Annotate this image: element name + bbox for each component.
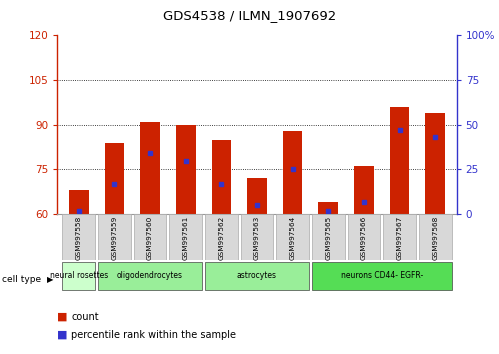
Bar	[425, 113, 445, 214]
Text: cell type: cell type	[2, 275, 41, 284]
Text: GSM997558: GSM997558	[76, 216, 82, 260]
FancyBboxPatch shape	[62, 214, 95, 260]
Bar	[140, 122, 160, 214]
Text: GSM997564: GSM997564	[289, 216, 295, 260]
FancyBboxPatch shape	[276, 214, 309, 260]
Text: ■: ■	[57, 330, 68, 339]
Bar	[390, 107, 409, 214]
FancyBboxPatch shape	[419, 214, 452, 260]
Bar	[69, 190, 89, 214]
Text: GSM997560: GSM997560	[147, 216, 153, 260]
Bar	[212, 140, 231, 214]
Bar	[283, 131, 302, 214]
FancyBboxPatch shape	[98, 262, 202, 290]
Text: GSM997567: GSM997567	[397, 216, 403, 260]
Text: neural rosettes: neural rosettes	[49, 271, 108, 280]
Text: GSM997565: GSM997565	[325, 216, 331, 260]
Text: astrocytes: astrocytes	[237, 271, 277, 280]
Bar	[354, 166, 374, 214]
Text: neurons CD44- EGFR-: neurons CD44- EGFR-	[341, 271, 423, 280]
Text: GSM997566: GSM997566	[361, 216, 367, 260]
FancyBboxPatch shape	[312, 214, 345, 260]
FancyBboxPatch shape	[62, 262, 95, 290]
Bar	[318, 202, 338, 214]
Text: percentile rank within the sample: percentile rank within the sample	[71, 330, 237, 339]
FancyBboxPatch shape	[98, 214, 131, 260]
FancyBboxPatch shape	[205, 214, 238, 260]
Text: GSM997559: GSM997559	[111, 216, 117, 260]
Text: GSM997563: GSM997563	[254, 216, 260, 260]
Text: GSM997568: GSM997568	[432, 216, 438, 260]
Text: count: count	[71, 312, 99, 322]
Text: GSM997562: GSM997562	[219, 216, 225, 260]
Text: GSM997561: GSM997561	[183, 216, 189, 260]
FancyBboxPatch shape	[383, 214, 416, 260]
Text: oligodendrocytes: oligodendrocytes	[117, 271, 183, 280]
Text: ▶: ▶	[47, 275, 54, 284]
FancyBboxPatch shape	[134, 214, 167, 260]
Text: ■: ■	[57, 312, 68, 322]
FancyBboxPatch shape	[205, 262, 309, 290]
FancyBboxPatch shape	[241, 214, 273, 260]
Bar	[176, 125, 196, 214]
FancyBboxPatch shape	[169, 214, 202, 260]
FancyBboxPatch shape	[347, 214, 380, 260]
Bar	[105, 143, 124, 214]
Bar	[247, 178, 267, 214]
FancyBboxPatch shape	[312, 262, 452, 290]
Text: GDS4538 / ILMN_1907692: GDS4538 / ILMN_1907692	[163, 9, 336, 22]
